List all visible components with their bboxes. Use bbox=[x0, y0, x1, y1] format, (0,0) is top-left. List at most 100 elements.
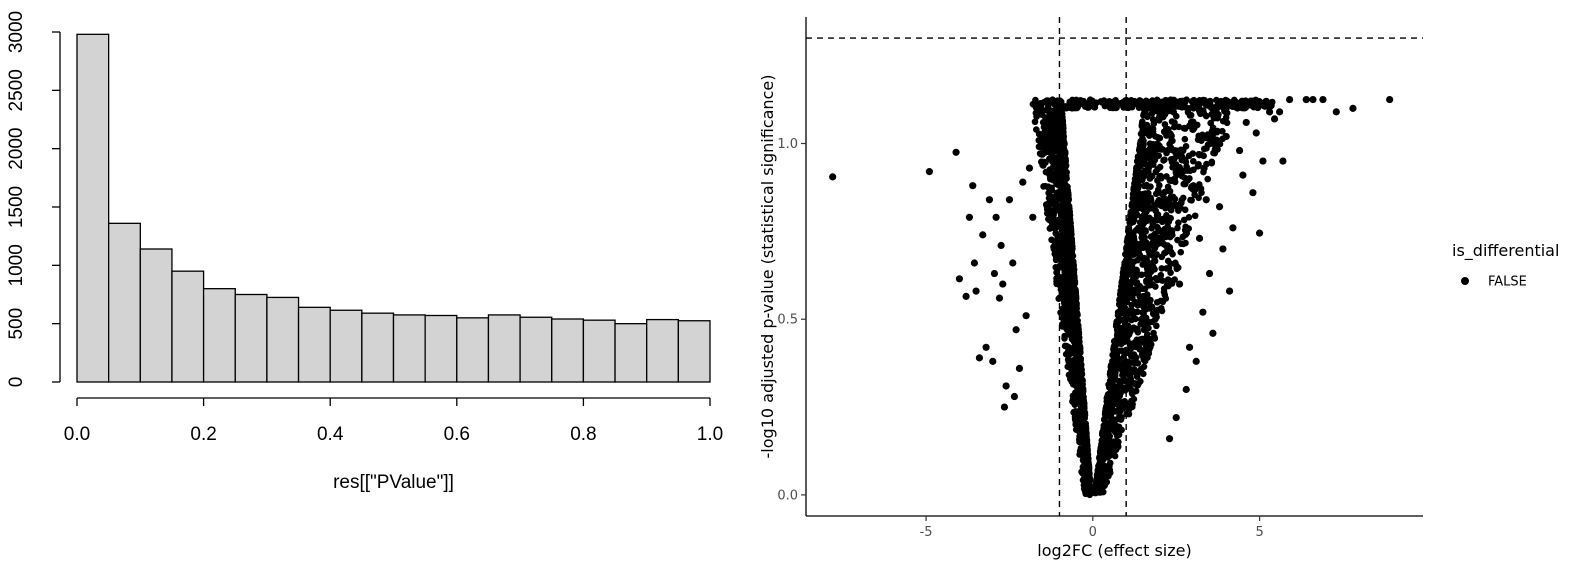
x-tick-label: 5 bbox=[1255, 525, 1263, 540]
data-point bbox=[1225, 287, 1234, 295]
data-point bbox=[1106, 425, 1113, 433]
data-point bbox=[1275, 108, 1284, 116]
y-tick-label: 1000 bbox=[6, 244, 27, 286]
histogram-panel: 0.0 0.2 0.4 0.6 0.8 1.0 0 500 1000 1500 2000 2500 30… bbox=[6, 11, 723, 493]
data-point bbox=[1146, 175, 1154, 182]
histogram-bar bbox=[424, 314, 458, 383]
data-point bbox=[1134, 256, 1142, 264]
data-point bbox=[1177, 248, 1185, 256]
data-point bbox=[1109, 377, 1117, 384]
data-point bbox=[985, 196, 994, 204]
data-point bbox=[1077, 365, 1085, 373]
data-point bbox=[1149, 99, 1157, 106]
data-point bbox=[1037, 151, 1045, 158]
data-point bbox=[1133, 173, 1141, 181]
data-point bbox=[1080, 427, 1088, 435]
data-point bbox=[1209, 329, 1217, 337]
data-point bbox=[1123, 244, 1131, 251]
data-point bbox=[1113, 336, 1121, 343]
data-point bbox=[1285, 95, 1294, 104]
data-point bbox=[1150, 263, 1157, 271]
data-point bbox=[1181, 206, 1189, 214]
data-point bbox=[1052, 176, 1060, 183]
data-point bbox=[1249, 189, 1257, 197]
data-point bbox=[1050, 194, 1057, 202]
data-point bbox=[1151, 251, 1158, 259]
data-point bbox=[1147, 194, 1155, 202]
data-point bbox=[1161, 188, 1169, 196]
data-point bbox=[1113, 383, 1121, 391]
data-point bbox=[1152, 168, 1160, 176]
data-point bbox=[1022, 312, 1030, 320]
data-point bbox=[1195, 183, 1203, 191]
data-point bbox=[1141, 209, 1149, 216]
data-point bbox=[1139, 118, 1146, 126]
data-point bbox=[1134, 308, 1141, 316]
x-tick-label: 0.0 bbox=[64, 424, 90, 445]
data-point bbox=[1208, 159, 1215, 167]
data-point bbox=[829, 173, 837, 181]
data-point bbox=[1255, 229, 1264, 237]
data-point bbox=[1137, 336, 1144, 343]
data-point bbox=[1146, 140, 1154, 147]
data-point bbox=[1137, 377, 1144, 385]
data-point bbox=[1175, 123, 1183, 131]
data-point bbox=[1159, 235, 1166, 242]
data-point bbox=[1105, 472, 1112, 480]
data-point bbox=[1068, 293, 1075, 301]
data-point bbox=[1129, 199, 1137, 207]
data-point bbox=[1182, 385, 1190, 394]
data-point bbox=[1142, 228, 1149, 235]
data-point bbox=[1071, 398, 1079, 405]
data-point bbox=[1033, 112, 1041, 119]
data-point bbox=[1055, 146, 1063, 153]
data-point bbox=[1133, 267, 1140, 275]
data-point bbox=[1302, 95, 1310, 104]
data-point bbox=[1138, 150, 1146, 158]
data-point bbox=[1076, 436, 1083, 443]
data-point bbox=[1116, 296, 1123, 303]
data-point bbox=[1198, 133, 1205, 140]
data-point bbox=[1132, 354, 1139, 362]
data-point bbox=[1061, 272, 1068, 280]
data-point bbox=[1199, 308, 1207, 316]
data-point bbox=[1144, 183, 1152, 190]
data-point bbox=[1029, 213, 1037, 221]
data-point bbox=[1165, 264, 1173, 272]
data-point bbox=[1111, 347, 1119, 355]
data-point bbox=[1154, 211, 1162, 218]
data-point bbox=[1077, 394, 1085, 402]
data-point bbox=[1127, 97, 1135, 104]
data-point bbox=[1057, 183, 1064, 191]
data-point bbox=[1126, 341, 1134, 348]
point-cloud bbox=[1029, 96, 1276, 499]
data-point bbox=[1139, 173, 1147, 181]
data-point bbox=[989, 357, 997, 365]
data-point bbox=[1154, 199, 1161, 206]
data-point bbox=[1171, 260, 1179, 268]
data-point bbox=[1061, 256, 1069, 264]
data-point bbox=[1065, 314, 1072, 321]
data-point bbox=[1143, 217, 1151, 225]
data-point bbox=[1094, 488, 1101, 495]
data-point bbox=[1066, 282, 1074, 290]
data-point bbox=[1140, 195, 1148, 202]
data-point bbox=[1116, 398, 1123, 406]
data-point bbox=[1074, 322, 1082, 329]
histogram-bar bbox=[677, 320, 711, 383]
histogram-bar bbox=[361, 312, 395, 383]
data-point bbox=[1076, 422, 1084, 430]
data-point bbox=[1270, 115, 1279, 123]
data-point bbox=[1215, 203, 1224, 211]
data-point bbox=[1133, 211, 1141, 218]
data-point bbox=[1122, 333, 1129, 341]
data-point bbox=[1189, 150, 1197, 157]
data-point bbox=[1212, 108, 1220, 116]
data-point bbox=[1247, 97, 1254, 105]
data-point bbox=[1050, 163, 1057, 171]
legend-title: is_differential bbox=[1452, 241, 1559, 261]
data-point bbox=[1139, 100, 1146, 107]
data-point bbox=[1111, 452, 1119, 460]
data-point bbox=[1065, 307, 1073, 315]
data-point bbox=[1136, 144, 1144, 151]
